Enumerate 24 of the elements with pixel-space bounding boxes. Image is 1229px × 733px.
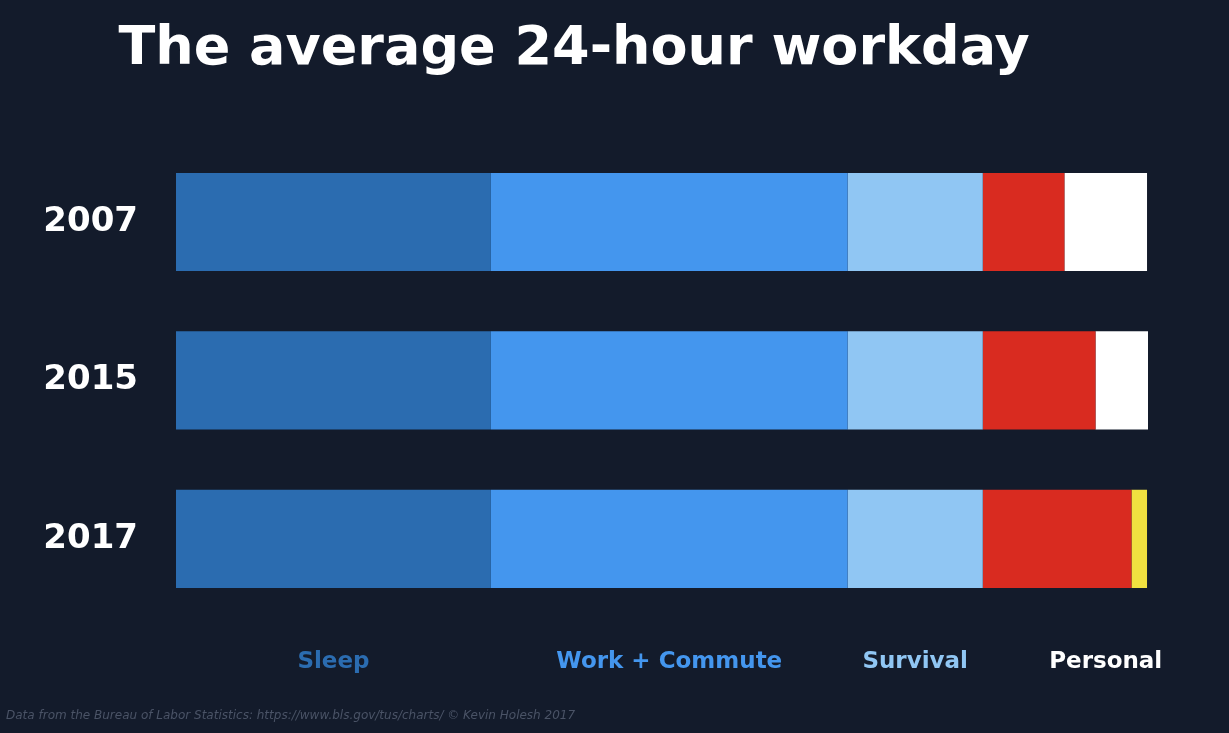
bar bbox=[176, 489, 491, 588]
bar bbox=[176, 331, 491, 430]
bar bbox=[490, 489, 848, 588]
bar bbox=[847, 331, 983, 430]
bar bbox=[490, 331, 848, 430]
bar bbox=[982, 489, 1132, 588]
bar bbox=[847, 489, 983, 588]
text: Survival bbox=[862, 646, 968, 673]
text: Personal bbox=[1049, 646, 1163, 673]
bar bbox=[982, 172, 1065, 272]
bar bbox=[176, 172, 491, 272]
bar bbox=[1131, 489, 1148, 588]
bar bbox=[490, 172, 848, 272]
text: Data from the Bureau of Labor Statistics: https://www.bls.gov/tus/charts/ © Kevin Holesh 2017 bbox=[6, 708, 576, 723]
text: Sleep bbox=[297, 646, 370, 673]
bar bbox=[982, 331, 1096, 430]
bar bbox=[847, 172, 983, 272]
text: Work + Commute bbox=[556, 646, 783, 673]
y-tick-label: 2015 bbox=[43, 357, 138, 398]
bar bbox=[1064, 172, 1148, 272]
y-tick-label: 2017 bbox=[43, 515, 138, 556]
bar bbox=[1095, 331, 1148, 430]
chart-title: The average 24-hour workday bbox=[118, 14, 1030, 78]
y-tick-label: 2007 bbox=[43, 198, 138, 239]
